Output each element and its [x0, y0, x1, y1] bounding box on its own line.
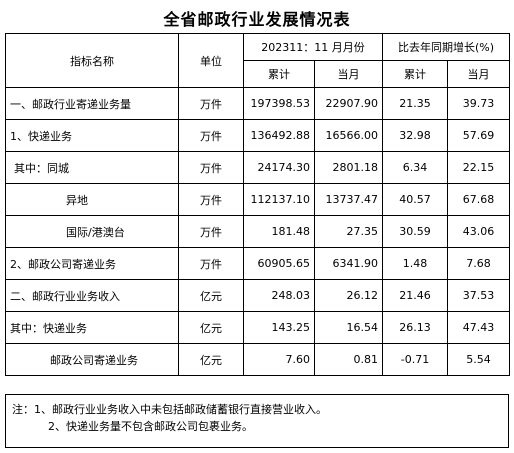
- row-name: 二、邮政行业业务收入: [5, 279, 179, 312]
- row-unit: 万件: [178, 247, 244, 280]
- row-cumulative: 248.03: [243, 279, 315, 312]
- row-growth-month: 57.69: [446, 119, 511, 152]
- row-growth-cumulative: 21.46: [382, 279, 448, 312]
- row-growth-cumulative: 30.59: [382, 215, 448, 248]
- row-month: 13737.47: [314, 183, 383, 216]
- row-month: 2801.18: [314, 151, 383, 184]
- row-growth-month: 43.06: [446, 215, 511, 248]
- row-growth-cumulative: 1.48: [382, 247, 448, 280]
- table-row: 邮政公司寄递业务 亿元 7.60 0.81 -0.71 5.54: [5, 343, 511, 376]
- row-month: 22907.90: [314, 87, 383, 120]
- row-growth-month: 37.53: [446, 279, 511, 312]
- header-growth-month: 当月: [446, 60, 511, 88]
- row-unit: 亿元: [178, 343, 244, 376]
- row-cumulative: 112137.10: [243, 183, 315, 216]
- row-name: 邮政公司寄递业务: [5, 343, 179, 376]
- table-title: 全省邮政行业发展情况表: [163, 10, 351, 29]
- header-growth-cumulative: 累计: [382, 60, 448, 88]
- stats-table: 指标名称 单位 202311：11 月月份 比去年同期增长(%) 累计 当月 累…: [5, 33, 511, 376]
- row-name: 2、邮政公司寄递业务: [5, 247, 179, 280]
- row-growth-month: 5.54: [446, 343, 511, 376]
- row-cumulative: 24174.30: [243, 151, 315, 184]
- footnote: 注：1、邮政行业业务收入中未包括邮政储蓄银行直接营业收入。 2、快递业务量不包含…: [5, 394, 509, 448]
- row-growth-cumulative: 32.98: [382, 119, 448, 152]
- row-name: 异地: [5, 183, 179, 216]
- row-unit: 亿元: [178, 279, 244, 312]
- row-unit: 万件: [178, 87, 244, 120]
- header-cumulative: 累计: [243, 60, 315, 88]
- row-name: 国际/港澳台: [5, 215, 179, 248]
- row-growth-cumulative: -0.71: [382, 343, 448, 376]
- row-month: 6341.90: [314, 247, 383, 280]
- row-cumulative: 7.60: [243, 343, 315, 376]
- table-row: 二、邮政行业业务收入 亿元 248.03 26.12 21.46 37.53: [5, 279, 511, 312]
- table-row: 2、邮政公司寄递业务 万件 60905.65 6341.90 1.48 7.68: [5, 247, 511, 280]
- row-cumulative: 136492.88: [243, 119, 315, 152]
- row-month: 27.35: [314, 215, 383, 248]
- row-name: 一、邮政行业寄递业务量: [5, 87, 179, 120]
- table-row: 其中：同城 万件 24174.30 2801.18 6.34 22.15: [5, 151, 511, 184]
- table-row: 1、快递业务 万件 136492.88 16566.00 32.98 57.69: [5, 119, 511, 152]
- row-name: 1、快递业务: [5, 119, 179, 152]
- row-unit: 万件: [178, 183, 244, 216]
- footnote-line-2: 2、快递业务量不包含邮政公司包裹业务。: [48, 420, 253, 433]
- row-growth-cumulative: 21.35: [382, 87, 448, 120]
- row-unit: 万件: [178, 119, 244, 152]
- row-growth-month: 39.73: [446, 87, 511, 120]
- row-cumulative: 143.25: [243, 311, 315, 344]
- row-growth-month: 47.43: [446, 311, 511, 344]
- row-month: 0.81: [314, 343, 383, 376]
- row-growth-month: 7.68: [446, 247, 511, 280]
- row-month: 16566.00: [314, 119, 383, 152]
- header-growth: 比去年同期增长(%): [381, 33, 511, 61]
- row-growth-cumulative: 6.34: [382, 151, 448, 184]
- row-cumulative: 197398.53: [243, 87, 315, 120]
- footnote-line-1: 注：1、邮政行业业务收入中未包括邮政储蓄银行直接营业收入。: [12, 403, 327, 416]
- table-row: 一、邮政行业寄递业务量 万件 197398.53 22907.90 21.35 …: [5, 87, 511, 120]
- row-month: 16.54: [314, 311, 383, 344]
- row-growth-cumulative: 26.13: [382, 311, 448, 344]
- row-cumulative: 181.48: [243, 215, 315, 248]
- header-period: 202311：11 月月份: [243, 33, 383, 61]
- row-name: 其中：快递业务: [5, 311, 179, 344]
- table-row: 异地 万件 112137.10 13737.47 40.57 67.68: [5, 183, 511, 216]
- row-cumulative: 60905.65: [243, 247, 315, 280]
- row-growth-cumulative: 40.57: [382, 183, 448, 216]
- row-unit: 亿元: [178, 311, 244, 344]
- row-name: 其中：同城: [5, 151, 179, 184]
- table-row: 其中：快递业务 亿元 143.25 16.54 26.13 47.43: [5, 311, 511, 344]
- header-month: 当月: [314, 60, 383, 88]
- header-indicator: 指标名称: [5, 33, 179, 88]
- row-growth-month: 22.15: [446, 151, 511, 184]
- row-growth-month: 67.68: [446, 183, 511, 216]
- header-unit: 单位: [178, 33, 244, 88]
- table-row: 国际/港澳台 万件 181.48 27.35 30.59 43.06: [5, 215, 511, 248]
- row-unit: 万件: [178, 215, 244, 248]
- row-month: 26.12: [314, 279, 383, 312]
- row-unit: 万件: [178, 151, 244, 184]
